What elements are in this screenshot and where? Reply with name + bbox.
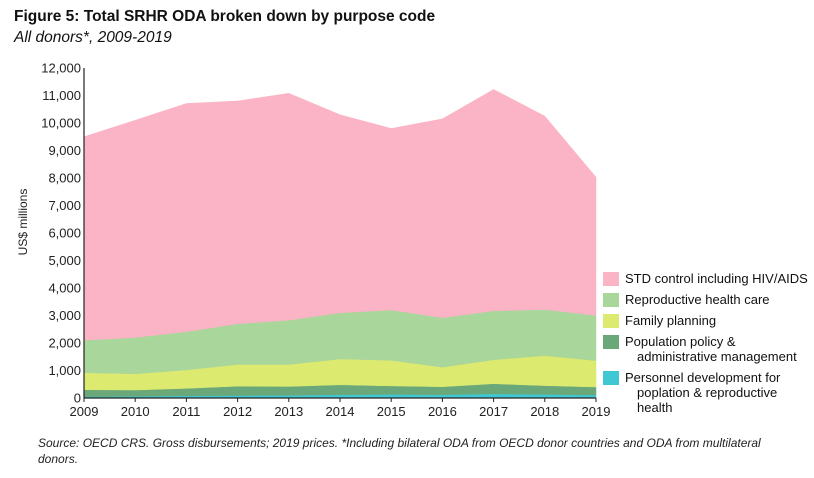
chart-subtitle: All donors*, 2009-2019 bbox=[14, 29, 172, 46]
area-series-4 bbox=[83, 89, 597, 341]
legend-item: Reproductive health care bbox=[603, 292, 814, 307]
legend-label: Personnel development for poplation & rep… bbox=[625, 370, 781, 415]
y-tick-label: 11,000 bbox=[42, 88, 81, 103]
legend-swatch bbox=[603, 272, 619, 286]
x-tick-label: 2016 bbox=[428, 404, 457, 419]
x-tick-label: 2014 bbox=[326, 404, 355, 419]
legend-item: STD control including HIV/AIDS bbox=[603, 271, 814, 286]
y-tick-label: 8,000 bbox=[48, 171, 81, 186]
x-tick-label: 2010 bbox=[121, 404, 150, 419]
y-tick-label: 2,000 bbox=[48, 336, 81, 351]
legend-item: Population policy & administrative manage… bbox=[603, 334, 814, 364]
legend-label: STD control including HIV/AIDS bbox=[625, 271, 808, 286]
y-tick-label: 5,000 bbox=[48, 253, 81, 268]
legend-swatch bbox=[603, 314, 619, 328]
legend-label: Family planning bbox=[625, 313, 717, 328]
legend-swatch bbox=[603, 293, 619, 307]
legend-swatch bbox=[603, 335, 619, 349]
legend-swatch bbox=[603, 371, 619, 385]
y-axis-label: US$ millions bbox=[16, 189, 30, 256]
legend-item: Family planning bbox=[603, 313, 814, 328]
legend-label: Population policy & administrative manage… bbox=[625, 334, 797, 364]
x-tick-label: 2009 bbox=[70, 404, 99, 419]
chart-legend: STD control including HIV/AIDS Reproducti… bbox=[603, 271, 814, 421]
x-tick-label: 2019 bbox=[582, 404, 611, 419]
y-tick-label: 4,000 bbox=[48, 281, 81, 296]
y-tick-label: 1,000 bbox=[48, 363, 81, 378]
source-note: Source: OECD CRS. Gross disbursements; 2… bbox=[38, 436, 761, 466]
chart-areas bbox=[83, 89, 597, 399]
legend-label: Reproductive health care bbox=[625, 292, 770, 307]
y-tick-label: 3,000 bbox=[48, 308, 81, 323]
x-tick-label: 2011 bbox=[172, 404, 200, 419]
y-tick-label: 0 bbox=[74, 391, 81, 406]
chart-axes: 0 1,000 2,000 3,000 4,000 5,000 6,000 7,000 8,00… bbox=[41, 61, 610, 420]
x-tick-label: 2013 bbox=[274, 404, 303, 419]
x-tick-label: 2018 bbox=[530, 404, 559, 419]
chart-title: Figure 5: Total SRHR ODA broken down by … bbox=[14, 8, 436, 25]
y-tick-label: 9,000 bbox=[48, 143, 81, 158]
y-tick-label: 7,000 bbox=[48, 198, 81, 213]
x-tick-label: 2012 bbox=[223, 404, 252, 419]
legend-item: Personnel development for poplation & rep… bbox=[603, 370, 814, 415]
x-tick-label: 2015 bbox=[377, 404, 406, 419]
x-tick-label: 2017 bbox=[479, 404, 508, 419]
y-tick-label: 12,000 bbox=[41, 61, 81, 76]
y-tick-label: 6,000 bbox=[48, 226, 81, 241]
y-tick-label: 10,000 bbox=[41, 116, 81, 131]
